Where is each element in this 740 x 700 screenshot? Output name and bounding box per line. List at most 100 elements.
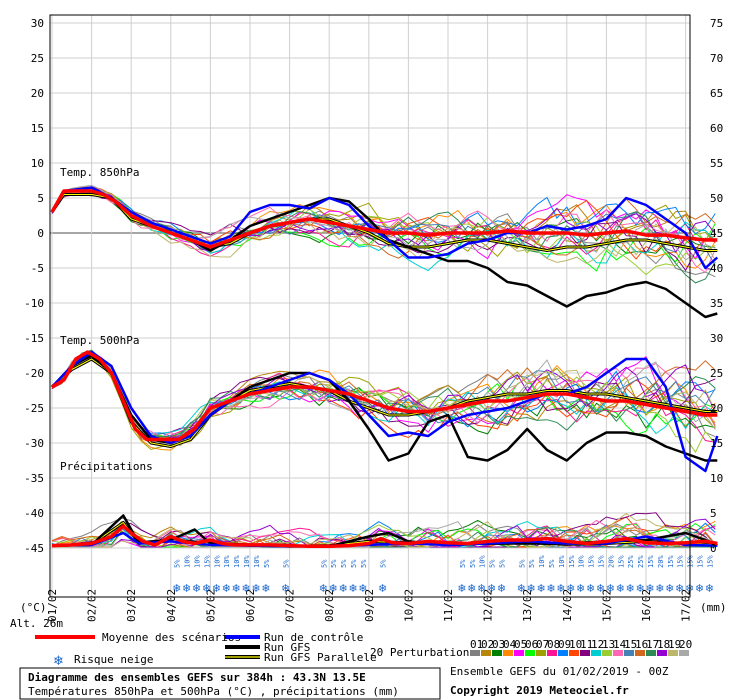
snow-risk-percent: 25%	[627, 555, 635, 568]
legend-gfs-label: Run GFS	[264, 641, 310, 654]
snow-risk-percent: 15%	[588, 555, 596, 568]
snow-risk-percent: 15%	[203, 555, 211, 568]
snowflake-icon: ❄	[536, 582, 545, 595]
snowflake-icon: ❄	[576, 582, 585, 595]
title-box	[19, 667, 441, 700]
perturbation-swatch	[536, 650, 546, 656]
perturbation-number: 16	[635, 638, 648, 651]
snowflake-icon: ❄	[281, 582, 290, 595]
left-tick-label: 25	[31, 52, 44, 65]
snowflake-icon: ❄	[596, 582, 605, 595]
date-tick-label: 03/02	[125, 589, 138, 622]
right-tick-label: 10	[710, 472, 723, 485]
snowflake-icon: ❄	[261, 582, 270, 595]
snowflake-icon: ❄	[348, 582, 357, 595]
snowflake-icon: ❄	[645, 582, 654, 595]
perturbation-number: 12	[591, 638, 604, 651]
title-main: Diagramme des ensembles GEFS sur 384h : …	[28, 671, 366, 684]
perturbation-number: 02	[481, 638, 494, 651]
legend-mean-label: Moyenne des scénarios	[102, 631, 241, 644]
t850-control-line	[50, 186, 719, 270]
snow-risk-percent: 10%	[223, 555, 231, 568]
perturbation-number: 15	[624, 638, 637, 651]
perturbation-line	[51, 189, 716, 272]
perturbation-swatch	[613, 650, 623, 656]
snow-risk-percent: 5%	[459, 559, 467, 568]
snowflake-icon: ❄	[586, 582, 595, 595]
snowflake-icon: ❄	[53, 654, 64, 669]
perturbation-number: 09	[558, 638, 571, 651]
perturbation-swatch	[679, 650, 689, 656]
snowflake-icon: ❄	[616, 582, 625, 595]
perturbation-number: 08	[547, 638, 560, 651]
snowflake-icon: ❄	[655, 582, 664, 595]
perturbation-swatch	[591, 650, 601, 656]
snowflake-icon: ❄	[182, 582, 191, 595]
snowflake-icon: ❄	[556, 582, 565, 595]
snowflake-icon: ❄	[695, 582, 704, 595]
legend-gfs-parallel-label: Run GFS Parallele	[264, 651, 377, 664]
perturbation-swatch	[547, 650, 557, 656]
snow-risk-percent: 10%	[233, 555, 241, 568]
ensemble-run-label: Ensemble GEFS du 01/02/2019 - 00Z	[450, 665, 669, 678]
snow-risk-percent: 15%	[617, 555, 625, 568]
left-tick-label: -30	[24, 437, 44, 450]
perturbation-swatch	[624, 650, 634, 656]
left-tick-label: -35	[24, 472, 44, 485]
perturbation-swatch	[503, 650, 513, 656]
left-tick-label: -20	[24, 367, 44, 380]
snowflake-icon: ❄	[517, 582, 526, 595]
snow-risk-percent: 25%	[637, 555, 645, 568]
right-tick-label: 65	[710, 87, 723, 100]
left-tick-label: 0	[37, 227, 44, 240]
snowflake-icon: ❄	[487, 582, 496, 595]
precip-mean-line	[51, 524, 718, 549]
snow-risk-percent: 5%	[518, 559, 526, 568]
t500-mean-line	[51, 350, 718, 442]
date-tick-label: 02/02	[86, 589, 99, 622]
snow-risk-percent: 15%	[706, 555, 714, 568]
perturbation-number: 04	[503, 638, 517, 651]
snow-risk-percent: 10%	[538, 555, 546, 568]
left-tick-label: -45	[24, 542, 44, 555]
snowflake-icon: ❄	[378, 582, 387, 595]
perturbation-number: 18	[657, 638, 670, 651]
perturbation-number: 03	[492, 638, 505, 651]
snow-risk-percent: 5%	[360, 559, 368, 568]
snow-risk-percent: 15%	[677, 555, 685, 568]
snow-risk-percent: 5%	[380, 559, 388, 568]
snowflake-icon: ❄	[606, 582, 615, 595]
snow-risk-percent: 10%	[243, 555, 251, 568]
snow-risk-row: 5% ❄ 10% ❄ 10% ❄ 15% ❄ 10% ❄ 10% ❄ 10% ❄ 10% ❄ 10% ❄ 5% ❄ 5%…	[172, 555, 714, 595]
perturbation-swatch	[514, 650, 524, 656]
snow-risk-percent: 15%	[647, 555, 655, 568]
perturbation-swatch	[569, 650, 579, 656]
left-unit: (°C)	[20, 601, 47, 614]
perturbation-swatch	[481, 650, 491, 656]
snow-risk-percent: 10%	[558, 555, 566, 568]
snowflake-icon: ❄	[222, 582, 231, 595]
left-tick-label: -40	[24, 507, 44, 520]
snowflake-icon: ❄	[319, 582, 328, 595]
right-tick-label: 60	[710, 122, 723, 135]
left-tick-label: -5	[31, 262, 44, 275]
perturbation-number: 05	[514, 638, 527, 651]
snow-risk-percent: 10%	[479, 555, 487, 568]
snow-risk-percent: 20%	[657, 555, 665, 568]
legend-perturbations-label: 20 Perturbations	[370, 646, 476, 659]
snowflake-icon: ❄	[358, 582, 367, 595]
snowflake-icon: ❄	[338, 582, 347, 595]
snowflake-icon: ❄	[232, 582, 241, 595]
snowflake-icon: ❄	[467, 582, 476, 595]
snow-risk-percent: 15%	[568, 555, 576, 568]
snow-risk-percent: 10%	[213, 555, 221, 568]
perturbation-swatch	[668, 650, 678, 656]
perturbation-number: 10	[569, 638, 582, 651]
snowflake-icon: ❄	[705, 582, 714, 595]
perturbation-number: 14	[613, 638, 627, 651]
perturbation-swatch	[470, 650, 480, 656]
legend-snow-label: Risque neige	[74, 653, 153, 666]
snowflake-icon: ❄	[527, 582, 536, 595]
snow-risk-percent: 15%	[667, 555, 675, 568]
snow-risk-percent: 5%	[528, 559, 536, 568]
